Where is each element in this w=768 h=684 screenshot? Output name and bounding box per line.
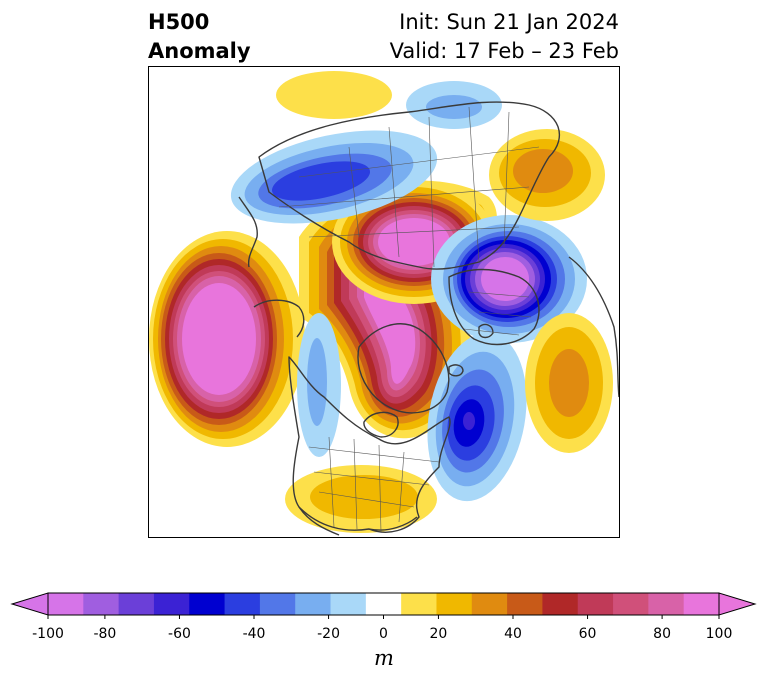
title-line-1: H500 xyxy=(148,10,210,34)
colorbar-swatch xyxy=(401,593,437,615)
ridge-east-siberia xyxy=(276,71,392,119)
anomaly-map-canvas xyxy=(149,71,619,536)
coastlines xyxy=(238,101,619,536)
colorbar-swatch xyxy=(365,593,402,615)
colorbar-swatch xyxy=(507,593,543,615)
colorbar-tick-label: -60 xyxy=(168,626,191,642)
colorbar-swatch xyxy=(613,593,649,615)
title-line-2: Anomaly xyxy=(148,39,251,63)
colorbar-swatch xyxy=(471,593,508,615)
colorbar-extend-max xyxy=(718,592,757,616)
valid-range: Valid: 17 Feb – 23 Feb xyxy=(389,39,619,63)
colorbar-swatch xyxy=(648,593,685,615)
polar-stereographic-map xyxy=(148,66,620,538)
ridge-mid-atlantic xyxy=(525,313,613,453)
political-borders xyxy=(278,106,540,533)
colorbar-swatch xyxy=(189,593,226,615)
colorbar-tick-label: -80 xyxy=(93,626,117,642)
colorbar-swatch xyxy=(577,593,614,615)
forecast-info: Init: Sun 21 Jan 2024 Valid: 17 Feb – 23… xyxy=(390,8,619,66)
colorbar-swatch xyxy=(542,593,579,615)
colorbar-swatch xyxy=(259,593,296,615)
colorbar-tick-label: 40 xyxy=(504,626,522,642)
colorbar-swatch xyxy=(224,593,261,615)
colorbar-swatch xyxy=(83,593,120,615)
colorbar-tick-label: 60 xyxy=(578,626,597,642)
colorbar xyxy=(10,592,757,619)
colorbar-tick-label: 100 xyxy=(705,626,733,642)
ridge-gulf-mexico xyxy=(285,465,437,533)
colorbar-tick-label: -100 xyxy=(32,626,64,642)
ridge-north-pacific xyxy=(149,231,305,447)
trough-siberia xyxy=(230,130,438,224)
colorbar-extend-min xyxy=(10,592,49,616)
colorbar-tick-label: 0 xyxy=(379,626,388,642)
colorbar-swatch xyxy=(436,593,473,615)
colorbar-swatch xyxy=(118,593,155,615)
colorbar-tick-label: -20 xyxy=(317,626,340,642)
colorbar-tick-label: 20 xyxy=(429,626,448,642)
colorbar-swatch xyxy=(295,593,332,615)
colorbar-swatch xyxy=(683,593,720,615)
colorbar-unit: m xyxy=(374,646,394,670)
colorbar-swatch xyxy=(48,593,84,615)
colorbar-tick-label: -40 xyxy=(242,626,266,642)
colorbar-swatch xyxy=(153,593,190,615)
colorbar-swatch xyxy=(330,593,367,615)
trough-northwest-america xyxy=(297,313,341,457)
colorbar-tick-label: 80 xyxy=(653,626,672,642)
map-title: H500 Anomaly xyxy=(148,8,251,66)
ridge-near-east xyxy=(489,129,605,221)
init-date: Init: Sun 21 Jan 2024 xyxy=(399,10,619,34)
